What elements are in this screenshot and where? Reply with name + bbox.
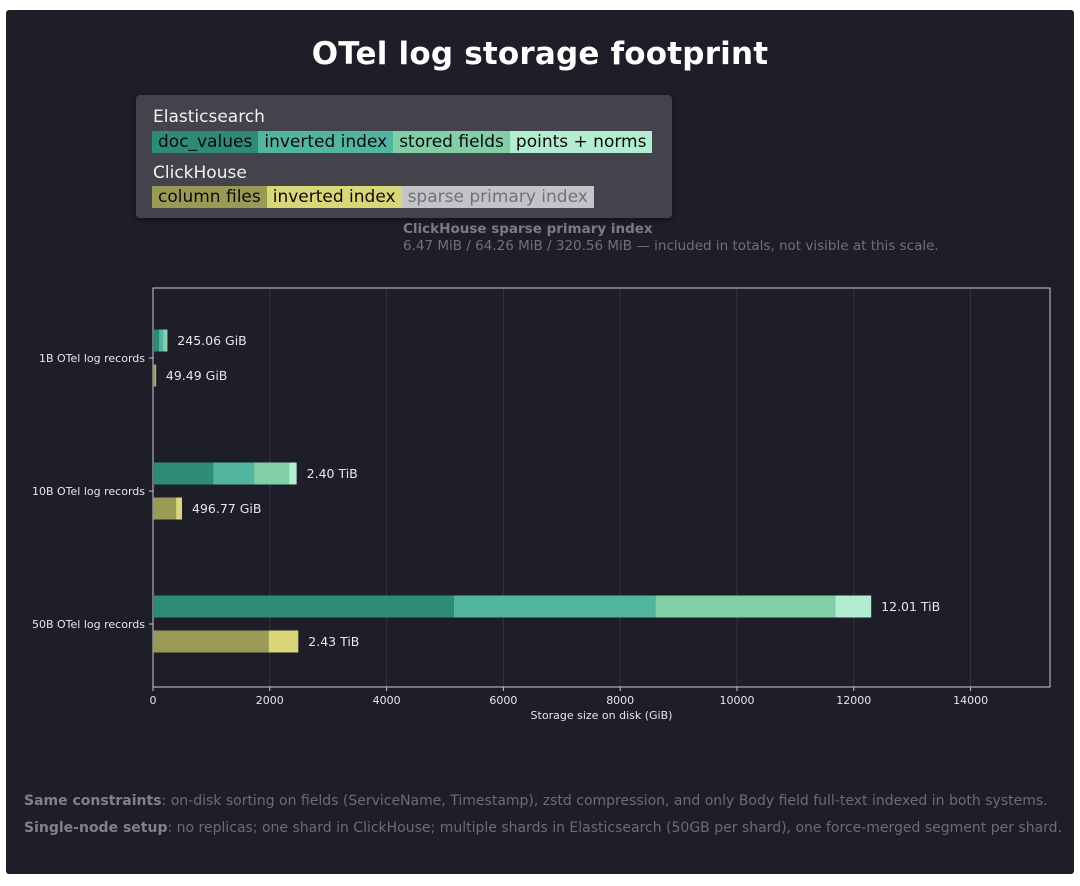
legend-item-ch-inverted-index: inverted index bbox=[266, 186, 402, 208]
legend-item-column-files: column files bbox=[152, 186, 267, 208]
bar-total-label: 12.01 TiB bbox=[881, 599, 940, 614]
footnote-constraints: Same constraints: on-disk sorting on fie… bbox=[24, 793, 1048, 809]
bar-segment-inverted-index bbox=[213, 462, 255, 485]
annotation-heading: ClickHouse sparse primary index bbox=[403, 221, 653, 237]
x-tick-label: 2000 bbox=[256, 694, 284, 707]
bar-segment-inverted-index bbox=[268, 630, 299, 653]
bar-segment-points-norms bbox=[835, 595, 872, 618]
bar-segment-column-files bbox=[153, 497, 177, 520]
y-tick-label: 50B OTel log records bbox=[32, 618, 145, 631]
bar-total-label: 496.77 GiB bbox=[192, 501, 261, 516]
x-tick-label: 0 bbox=[150, 694, 157, 707]
annotation-text: 6.47 MiB / 64.26 MiB / 320.56 MiB — incl… bbox=[403, 238, 939, 254]
bar-segment-column-files bbox=[153, 364, 156, 387]
legend-row-elasticsearch: doc_values inverted index stored fields … bbox=[152, 131, 653, 153]
x-tick-label: 14000 bbox=[953, 694, 988, 707]
x-tick-label: 8000 bbox=[606, 694, 634, 707]
x-tick-label: 12000 bbox=[836, 694, 871, 707]
bar-total-label: 2.40 TiB bbox=[307, 466, 358, 481]
y-tick-label: 10B OTel log records bbox=[32, 485, 145, 498]
plot-frame bbox=[152, 287, 1051, 688]
legend-item-es-inverted-index: inverted index bbox=[258, 131, 394, 153]
bar-segment-column-files bbox=[153, 630, 269, 653]
bar-segment-points-norms bbox=[289, 462, 297, 485]
figure-panel: OTel log storage footprint Elasticsearch… bbox=[6, 10, 1074, 874]
footnote-constraints-text: : on-disk sorting on fields (ServiceName… bbox=[161, 793, 1048, 809]
bar-segment-stored-fields bbox=[655, 595, 836, 618]
bar-total-label: 49.49 GiB bbox=[166, 368, 228, 383]
chart-title: OTel log storage footprint bbox=[311, 36, 769, 72]
bar-total-label: 2.43 TiB bbox=[308, 634, 359, 649]
legend-group-clickhouse: ClickHouse bbox=[153, 163, 247, 183]
bar-segment-doc-values bbox=[153, 595, 454, 618]
annotation: ClickHouse sparse primary index 6.47 MiB… bbox=[403, 221, 939, 255]
bar-segment-points-norms bbox=[166, 329, 168, 352]
x-tick-label: 6000 bbox=[489, 694, 517, 707]
legend-item-sparse-primary-index: sparse primary index bbox=[401, 186, 594, 208]
legend-item-stored-fields: stored fields bbox=[393, 131, 510, 153]
bar-segment-stored-fields bbox=[163, 329, 167, 352]
x-axis-label: Storage size on disk (GiB) bbox=[531, 709, 673, 722]
legend-item-doc-values: doc_values bbox=[152, 131, 259, 153]
bar-segment-inverted-index bbox=[176, 497, 183, 520]
bar-segment-inverted-index bbox=[453, 595, 656, 618]
x-tick-label: 4000 bbox=[373, 694, 401, 707]
bar-total-label: 245.06 GiB bbox=[177, 333, 246, 348]
legend-row-clickhouse: column files inverted index sparse prima… bbox=[152, 186, 594, 208]
footnote-setup: Single-node setup: no replicas; one shar… bbox=[24, 820, 1062, 836]
bar-segment-doc-values bbox=[153, 462, 214, 485]
x-tick-label: 10000 bbox=[719, 694, 754, 707]
bar-segment-inverted-index bbox=[155, 364, 157, 387]
legend-item-points-norms: points + norms bbox=[509, 131, 653, 153]
footnote-setup-bold: Single-node setup bbox=[24, 820, 168, 836]
bar-segment-doc-values bbox=[153, 329, 159, 352]
legend: Elasticsearch doc_values inverted index … bbox=[136, 95, 672, 218]
footnote-setup-text: : no replicas; one shard in ClickHouse; … bbox=[167, 820, 1063, 836]
bar-segment-stored-fields bbox=[254, 462, 290, 485]
bar-segment-inverted-index bbox=[158, 329, 164, 352]
footnote-constraints-bold: Same constraints bbox=[24, 793, 162, 809]
legend-group-elasticsearch: Elasticsearch bbox=[153, 107, 265, 127]
y-tick-label: 1B OTel log records bbox=[39, 352, 145, 365]
